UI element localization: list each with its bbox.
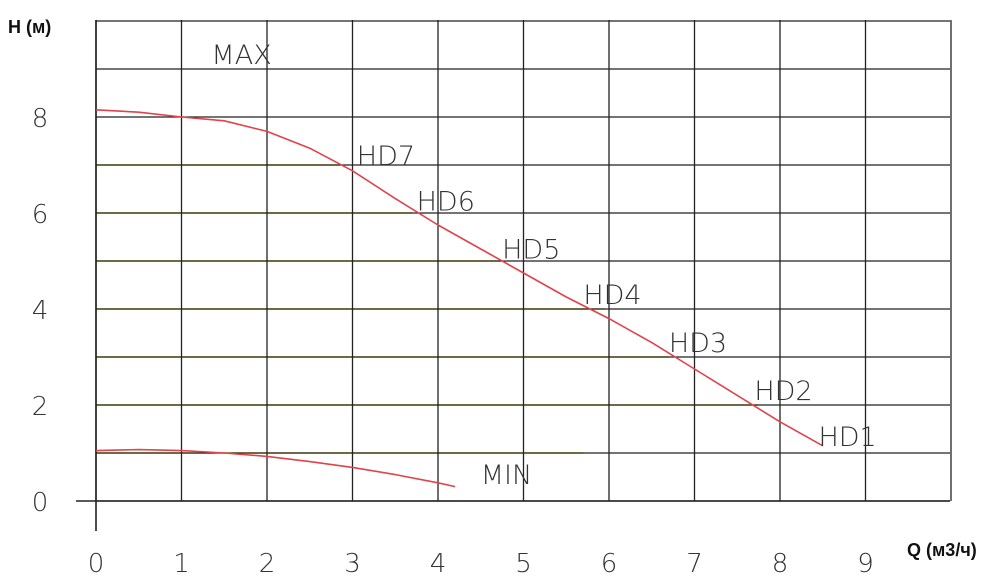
grid xyxy=(76,20,952,531)
x-tick-label-5: 5 xyxy=(515,549,532,578)
x-tick-label-3: 3 xyxy=(344,549,361,578)
x-axis-title: Q (м3/ч) xyxy=(907,540,977,560)
x-tick-label-9: 9 xyxy=(857,549,874,578)
x-tick-label-1: 1 xyxy=(173,549,190,578)
y-tick-label-2: 2 xyxy=(32,392,49,422)
y-tick-label-8: 8 xyxy=(32,104,49,134)
curve-label-max: MAX xyxy=(211,40,271,71)
x-tick-label-0: 0 xyxy=(88,549,105,578)
y-axis-title: H (м) xyxy=(8,17,51,37)
y-tick-label-6: 6 xyxy=(32,200,49,230)
tick-labels: 0 1 2 3 4 5 6 7 8 9 0 2 4 6 8 xyxy=(32,104,874,578)
y-tick-label-0: 0 xyxy=(32,488,49,518)
curve-label-hd7: HD7 xyxy=(357,141,415,172)
curve-label-hd4: HD4 xyxy=(583,280,641,311)
x-tick-label-4: 4 xyxy=(430,549,447,578)
x-tick-label-8: 8 xyxy=(772,549,789,578)
curve-label-hd3: HD3 xyxy=(669,328,727,359)
y-tick-label-4: 4 xyxy=(32,296,49,326)
curve-label-hd1: HD1 xyxy=(818,422,876,453)
x-tick-label-2: 2 xyxy=(259,549,276,578)
curves xyxy=(95,109,824,488)
curve-label-hd2: HD2 xyxy=(754,376,812,407)
curve-label-hd6: HD6 xyxy=(417,187,475,218)
curve-min xyxy=(95,448,456,488)
x-tick-label-7: 7 xyxy=(686,549,703,578)
curve-label-min: MIN xyxy=(481,460,532,491)
curve-max xyxy=(95,109,824,447)
curve-label-hd5: HD5 xyxy=(502,235,560,266)
x-tick-label-6: 6 xyxy=(601,549,618,578)
